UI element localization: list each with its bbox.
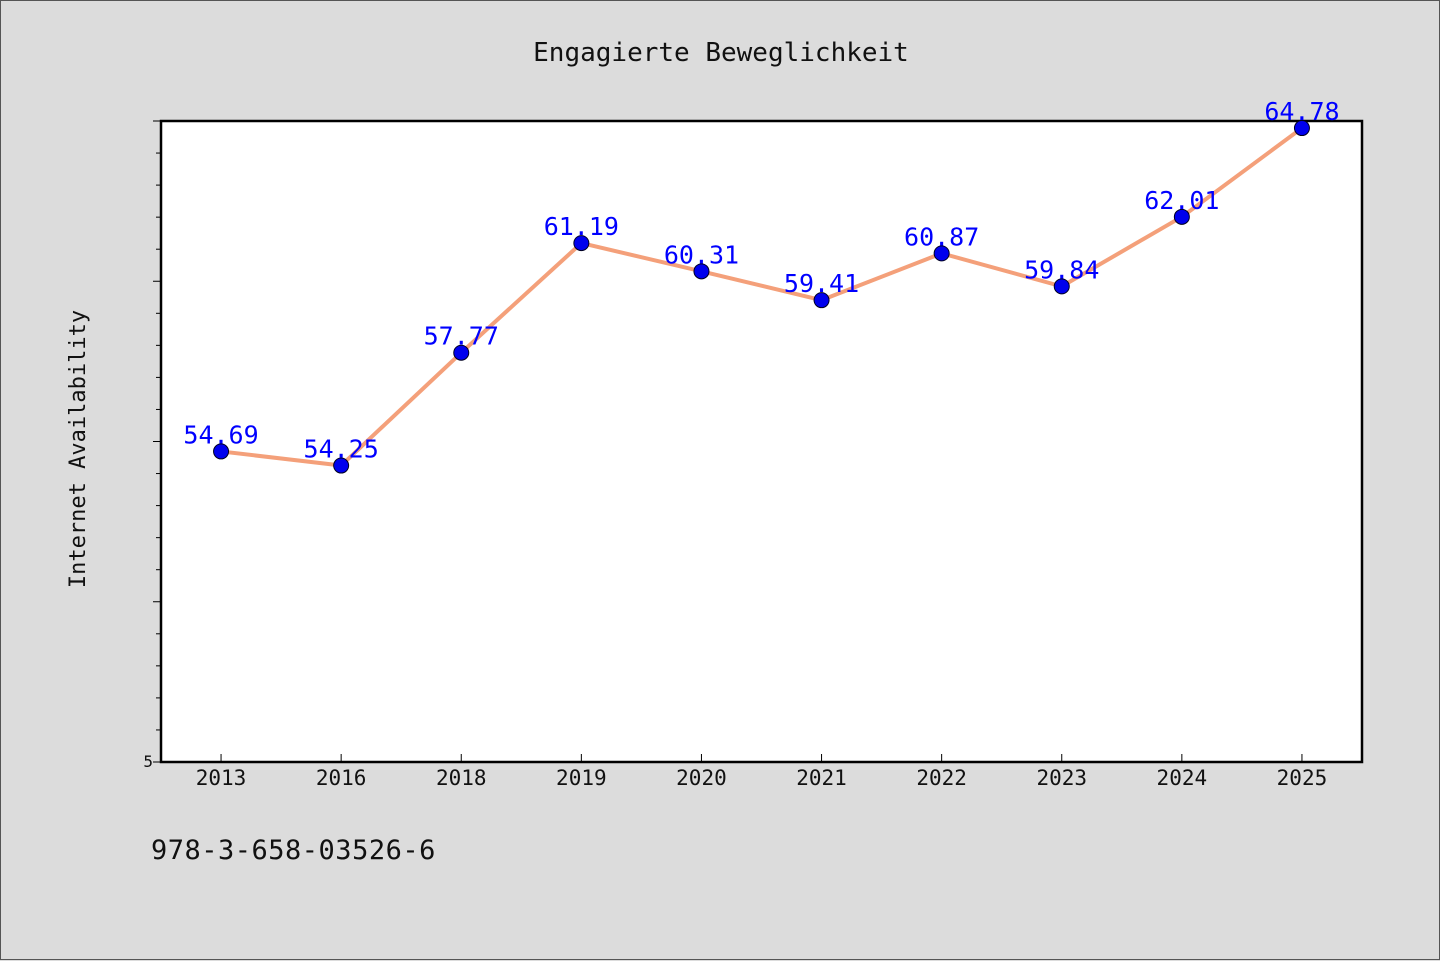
data-label: 62.01	[1144, 186, 1219, 215]
data-label: 64.78	[1264, 97, 1339, 126]
isbn-code: 978-3-658-03526-6	[151, 835, 436, 866]
data-label: 60.87	[904, 222, 979, 251]
data-point	[1173, 208, 1190, 225]
series-layer	[213, 120, 1310, 474]
data-label: 57.77	[424, 322, 499, 351]
data-label: 60.31	[664, 240, 739, 269]
chart-title: Engagierte Beweglichkeit	[533, 38, 909, 68]
y-tick-label: 5	[143, 752, 153, 771]
data-point	[933, 245, 950, 262]
y-axis-label: Internet Availability	[66, 310, 91, 588]
x-tick-label: 2020	[676, 766, 727, 790]
x-tick-label: 2019	[556, 766, 607, 790]
data-point	[1053, 278, 1070, 295]
data-label: 59.41	[784, 269, 859, 298]
data-point	[693, 263, 710, 280]
data-point	[453, 344, 470, 361]
data-point	[573, 235, 590, 252]
data-label: 59.84	[1024, 255, 1099, 284]
data-label: 54.69	[183, 420, 258, 449]
x-tick-label: 2021	[796, 766, 847, 790]
data-point	[813, 292, 830, 309]
x-tick-label: 2022	[916, 766, 967, 790]
x-tick-label: 2018	[436, 766, 487, 790]
data-label: 61.19	[544, 212, 619, 241]
data-label-layer: 54.69 54.25 57.77 61.19 60.31 59.41 60.87 59.84…	[183, 97, 1339, 463]
x-axis-ticks: 2013 2016 2018 2019 2020 2021 2022 2023 2024 2025	[196, 754, 1327, 790]
x-tick-label: 2023	[1036, 766, 1087, 790]
x-tick-label: 2024	[1157, 766, 1208, 790]
data-point	[213, 443, 230, 460]
data-point	[1293, 120, 1310, 137]
data-point	[333, 457, 350, 474]
y-axis-ticks: 5	[143, 120, 161, 771]
x-tick-label: 2016	[316, 766, 367, 790]
x-tick-label: 2013	[196, 766, 247, 790]
data-label: 54.25	[304, 435, 379, 464]
x-tick-label: 2025	[1277, 766, 1328, 790]
series-line	[219, 126, 1304, 468]
